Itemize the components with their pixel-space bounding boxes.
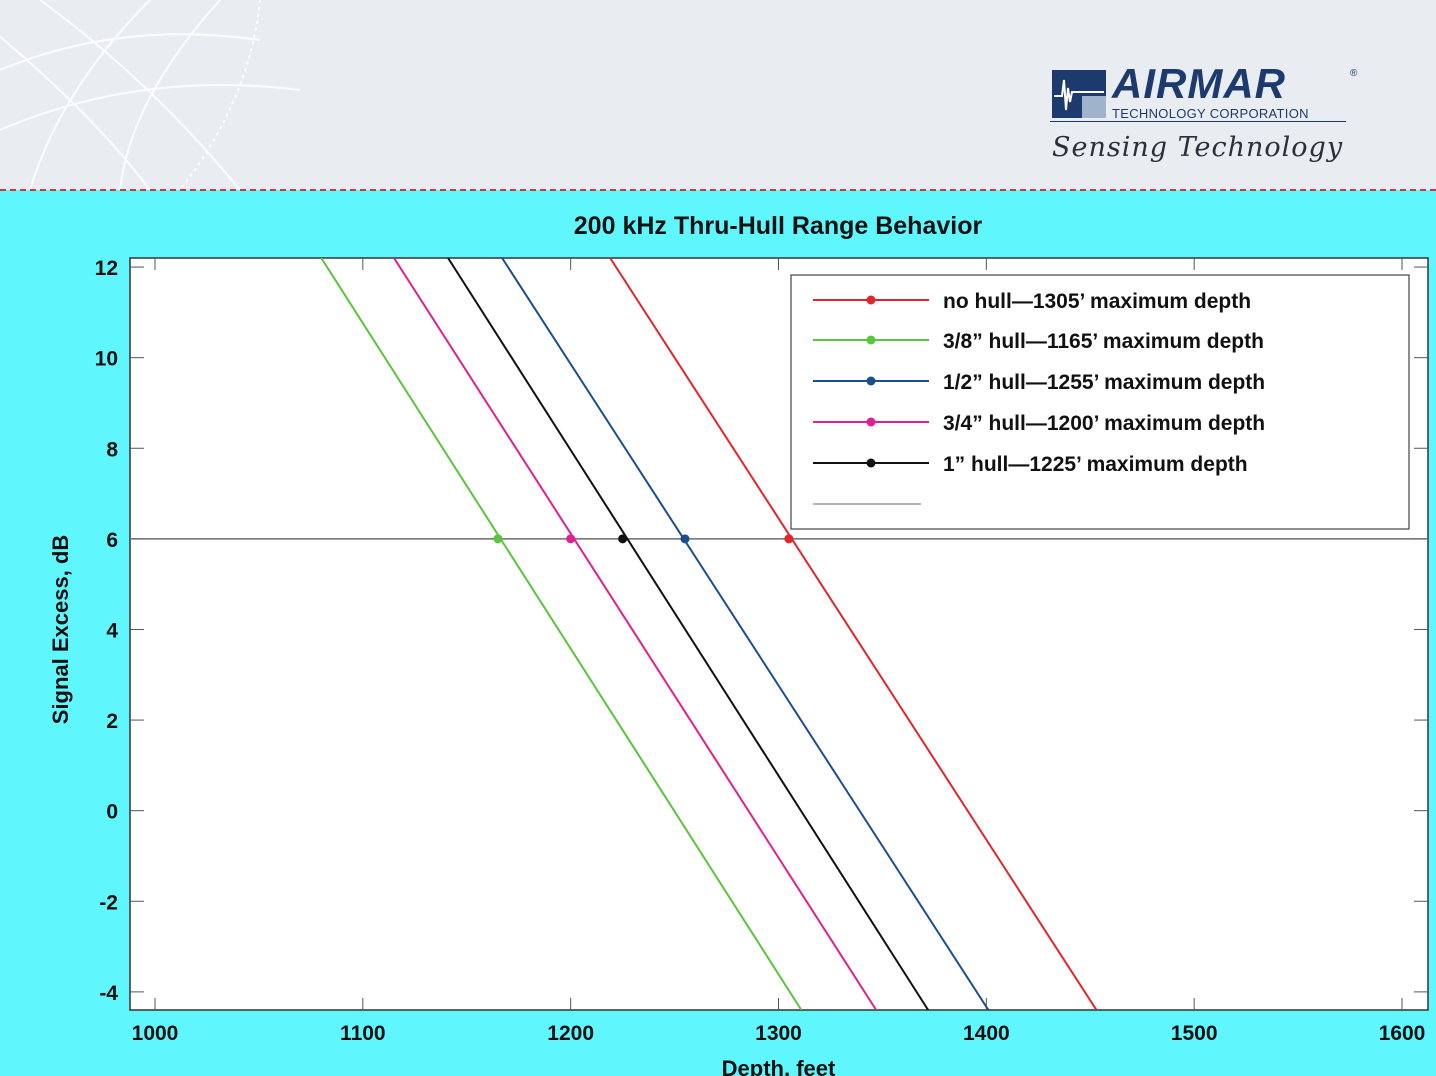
legend-swatch-marker [866, 376, 876, 386]
y-tick-label: 10 [95, 348, 118, 371]
logo-registered-mark: ® [1350, 68, 1358, 79]
x-tick-label: 1200 [547, 1022, 594, 1045]
y-tick-label: 6 [106, 529, 118, 552]
y-axis-label: Signal Excess, dB [48, 535, 73, 725]
header-banner: AIRMAR ® TECHNOLOGY CORPORATION Sensing … [0, 0, 1436, 190]
y-tick-label: 4 [106, 619, 118, 642]
y-tick-label: -4 [99, 982, 118, 1005]
legend-label: 1” hull—1225’ maximum depth [943, 453, 1248, 476]
x-tick-label: 1300 [755, 1022, 802, 1045]
x-axis-label: Depth, feet [722, 1056, 836, 1076]
series-group [320, 258, 1098, 1010]
y-tick-label: 8 [106, 438, 118, 461]
y-tick-label: -2 [99, 891, 118, 914]
x-tick-label: 1400 [963, 1022, 1010, 1045]
chart-title: 200 kHz Thru-Hull Range Behavior [573, 212, 983, 240]
legend-swatch-marker [866, 417, 876, 427]
y-tick-label: 12 [95, 257, 118, 280]
legend-swatch-marker [866, 335, 876, 345]
series-line [609, 258, 1098, 1010]
series-line [501, 258, 990, 1010]
series-marker [680, 534, 690, 544]
airmar-logo: AIRMAR ® TECHNOLOGY CORPORATION Sensing … [1050, 60, 1370, 176]
series-line [320, 258, 803, 1010]
y-tick-label: 0 [106, 801, 118, 824]
series-marker [618, 534, 628, 544]
logo-divider [1050, 121, 1346, 122]
logo-subtitle: TECHNOLOGY CORPORATION [1112, 106, 1309, 121]
legend-swatch-marker [866, 295, 876, 305]
x-tick-label: 1000 [132, 1022, 179, 1045]
legend-swatch-marker [866, 458, 876, 468]
x-tick-label: 1600 [1379, 1022, 1426, 1045]
series-marker [566, 534, 576, 544]
x-tick-label: 1500 [1171, 1022, 1218, 1045]
series-marker [784, 534, 794, 544]
legend-label: 1/2” hull—1255’ maximum depth [943, 371, 1265, 394]
legend-label: no hull—1305’ maximum depth [943, 290, 1251, 313]
series-line [447, 258, 929, 1010]
logo-tagline: Sensing Technology [1052, 132, 1344, 163]
logo-wordmark: AIRMAR [1112, 60, 1286, 107]
x-tick-label: 1100 [340, 1022, 386, 1045]
logo-waveform-icon [1052, 70, 1106, 118]
legend-label: 3/8” hull—1165’ maximum depth [943, 330, 1264, 353]
compass-grid-decoration [0, 0, 300, 190]
y-tick-label: 2 [106, 710, 118, 733]
header-dashed-divider [0, 189, 1436, 191]
series-marker [493, 534, 503, 544]
legend-label: 3/4” hull—1200’ maximum depth [943, 412, 1265, 435]
series-line [393, 258, 878, 1010]
legend-box [790, 274, 1410, 530]
